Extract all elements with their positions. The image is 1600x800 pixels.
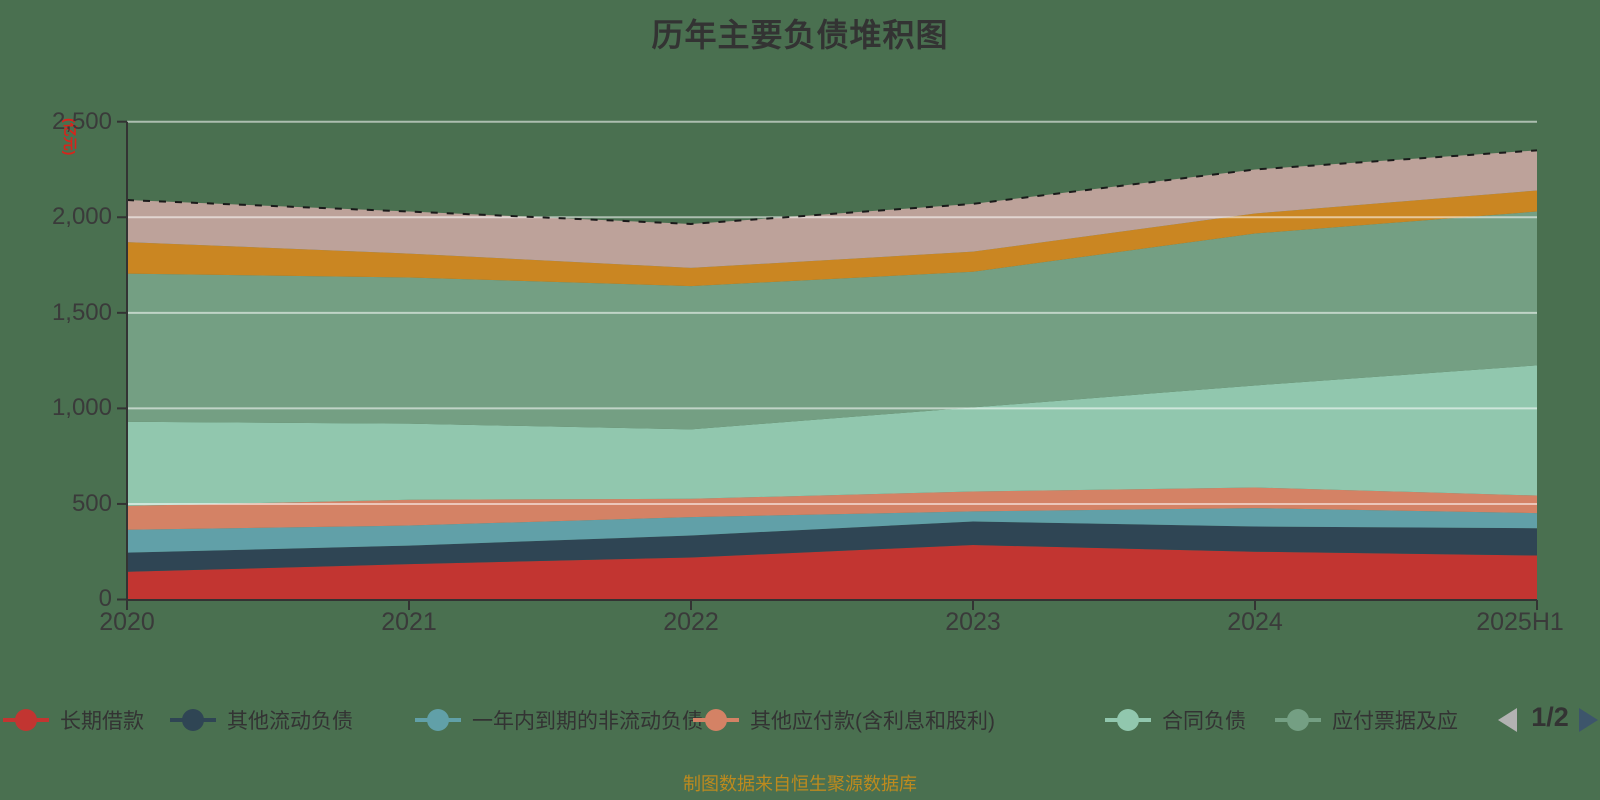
legend-item-hetong-fuzhai[interactable]: 合同负债: [1105, 703, 1246, 737]
legend-label: 其他应付款(含利息和股利): [750, 710, 995, 733]
legend-item-yingfu-piaoju[interactable]: 应付票据及应: [1275, 703, 1458, 737]
total-dashed-line: [126, 149, 1538, 225]
y-tick-2000: 2,000: [51, 203, 112, 230]
area-series-changqi-jiekuan[interactable]: [127, 545, 1537, 600]
data-source-caption: 制图数据来自恒生聚源数据库: [683, 774, 917, 794]
x-tick-2020: 2020: [99, 608, 155, 636]
y-tick-500: 500: [71, 490, 112, 517]
legend-page-indicator: 1/2: [1531, 702, 1569, 732]
legend-label: 其他流动负债: [227, 710, 353, 733]
area-series-qita-yingfukuan[interactable]: [127, 487, 1537, 530]
legend-label: 合同负债: [1162, 710, 1246, 733]
y-tick-0: 0: [98, 585, 112, 612]
area-series-hetong-fuzhai[interactable]: [127, 365, 1537, 506]
area-series-yingfu-piaoju[interactable]: [127, 211, 1537, 430]
legend-item-qita-liudong-fuzhai[interactable]: 其他流动负债: [170, 703, 353, 737]
x-tick-2022: 2022: [663, 608, 719, 636]
legend-item-changqi-jiekuan[interactable]: 长期借款: [3, 703, 144, 737]
legend-marker-icon: [3, 709, 49, 731]
y-tick-2500: 2,500: [51, 108, 112, 135]
x-tick-2024: 2024: [1227, 608, 1283, 636]
area-series-yiniannei-daoqi-feiliudong-fuzhai[interactable]: [127, 508, 1537, 553]
y-tick-1000: 1,000: [51, 394, 112, 421]
area-series-legend-page-2-series-a[interactable]: [127, 190, 1537, 287]
y-tick-1500: 1,500: [51, 299, 112, 326]
legend-prev-page-icon[interactable]: [1498, 708, 1517, 732]
legend-marker-icon: [1105, 709, 1151, 731]
legend-label: 应付票据及应: [1332, 710, 1458, 733]
legend-marker-icon: [415, 709, 461, 731]
area-series-qita-liudong-fuzhai[interactable]: [127, 521, 1537, 572]
legend-label: 长期借款: [60, 710, 144, 733]
x-tick-2021: 2021: [381, 608, 437, 636]
area-series-legend-page-2-series-b[interactable]: [127, 150, 1537, 268]
legend-marker-icon: [693, 709, 739, 731]
legend-item-yiniannei-daoqi[interactable]: 一年内到期的非流动负债: [415, 703, 703, 737]
legend-label: 一年内到期的非流动负债: [472, 710, 703, 733]
page-title: 历年主要负债堆积图: [651, 17, 949, 53]
legend-item-qita-yingfukuan[interactable]: 其他应付款(含利息和股利): [693, 703, 995, 737]
legend-marker-icon: [1275, 709, 1321, 731]
legend-next-page-icon[interactable]: [1579, 708, 1598, 732]
legend-marker-icon: [170, 709, 216, 731]
x-tick-2025h1: 2025H1: [1476, 608, 1564, 636]
x-tick-2023: 2023: [945, 608, 1001, 636]
